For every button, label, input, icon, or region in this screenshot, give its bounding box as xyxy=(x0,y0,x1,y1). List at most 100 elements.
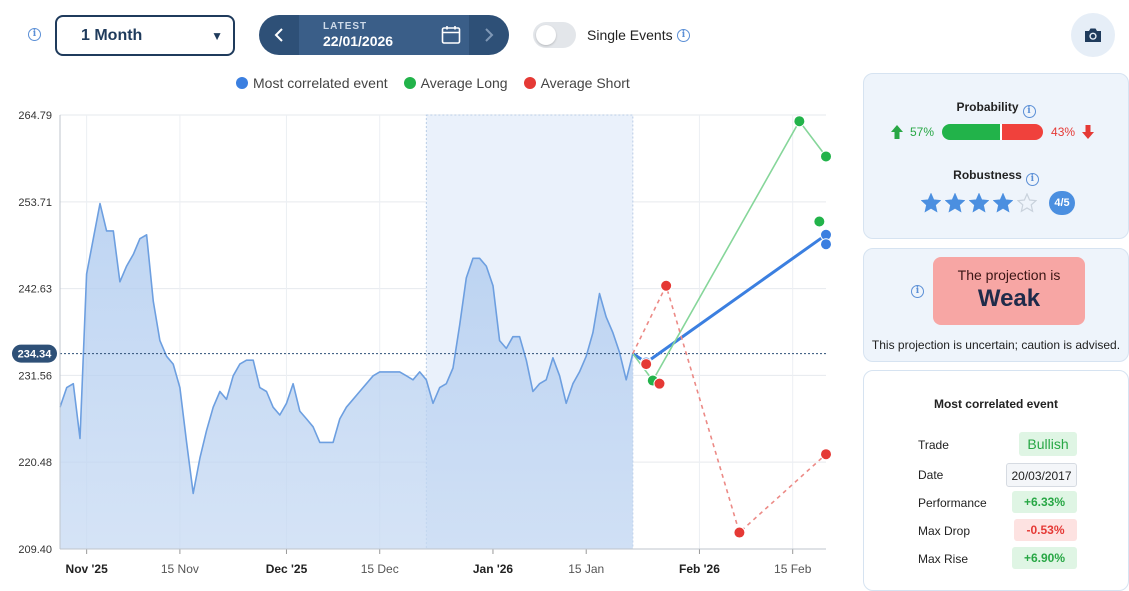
arrow-up-icon xyxy=(891,125,903,139)
legend-item-average-short[interactable]: Average Short xyxy=(523,75,630,91)
star-empty-icon xyxy=(1017,193,1037,213)
chevron-down-icon: ▼ xyxy=(211,28,223,43)
probability-row: 57% 43% xyxy=(890,124,1095,140)
single-events-info-icon[interactable]: i xyxy=(677,29,690,42)
probability-bar-long xyxy=(942,124,1000,140)
event-title: Most correlated event xyxy=(933,397,1059,411)
series-point xyxy=(733,526,746,539)
legend-item-average-long[interactable]: Average Long xyxy=(403,75,508,91)
series-point xyxy=(820,448,832,461)
series-point xyxy=(813,215,826,228)
legend-dot xyxy=(523,77,536,89)
period-select[interactable]: 1 Month ▼ xyxy=(55,15,235,56)
chevron-right-icon xyxy=(485,28,494,42)
y-tick-label: 220.48 xyxy=(18,457,52,469)
projection-note: This projection is uncertain; caution is… xyxy=(871,338,1121,352)
projection-info-icon[interactable]: i xyxy=(911,285,924,298)
x-tick-label: Jan '26 xyxy=(473,562,514,576)
x-tick-label: Dec '25 xyxy=(266,562,308,576)
current-value-line: 234.34 xyxy=(12,344,826,363)
y-tick-label: 231.56 xyxy=(18,370,52,382)
prev-date-button[interactable] xyxy=(259,15,299,55)
series-point xyxy=(820,150,832,163)
chevron-left-icon xyxy=(274,28,283,42)
robustness-score: 4/5 xyxy=(1049,191,1075,215)
star-filled-icon xyxy=(969,193,989,213)
calendar-icon xyxy=(441,26,461,44)
series-point xyxy=(793,115,806,128)
series-point xyxy=(820,238,832,251)
projection-strength: Weak xyxy=(977,285,1041,312)
series-line xyxy=(632,283,827,534)
price-area-fill xyxy=(60,203,633,549)
probability-info-icon[interactable]: i xyxy=(1022,105,1036,118)
single-events-label: Single Events xyxy=(587,27,673,43)
date-navigator: LATEST 22/01/2026 xyxy=(259,15,509,55)
x-tick-label: Feb '26 xyxy=(679,562,720,576)
probability-long-pct: 57% xyxy=(910,125,935,139)
probability-bar xyxy=(942,124,1044,140)
probability-bar-short xyxy=(999,124,1044,140)
next-date-button xyxy=(469,15,509,55)
chart-legend: Most correlated event Average Long Avera… xyxy=(236,75,630,91)
series-point xyxy=(660,279,673,292)
y-tick-label: 264.79 xyxy=(18,110,52,122)
probability-title-text: Probability xyxy=(956,100,1019,114)
x-tick-label: 15 Feb xyxy=(774,562,812,576)
latest-label: LATEST xyxy=(323,21,368,32)
camera-icon xyxy=(1085,28,1101,42)
price-chart[interactable]: 234.34 209.40 220.48 231.56 242.63 253.71 264… xyxy=(0,100,850,591)
projection-series xyxy=(631,115,832,539)
x-tick-label: Nov '25 xyxy=(66,562,109,576)
probability-short-pct: 43% xyxy=(1051,125,1076,139)
event-trade-value: Bullish xyxy=(1019,432,1077,456)
latest-date-display[interactable]: LATEST 22/01/2026 xyxy=(299,15,433,55)
robustness-title-text: Robustness xyxy=(953,168,1022,182)
event-panel: Most correlated event Trade Bullish Date… xyxy=(863,370,1129,591)
period-select-value: 1 Month xyxy=(81,26,143,44)
axes: 209.40 220.48 231.56 242.63 253.71 264.79 Nov … xyxy=(18,110,826,576)
current-value-badge xyxy=(12,344,57,363)
y-tick-label: 209.40 xyxy=(18,544,52,556)
event-max-drop-value: -0.53% xyxy=(1014,519,1077,541)
event-max-rise-value: +6.90% xyxy=(1012,547,1077,569)
robustness-stars: 4/5 xyxy=(921,191,1075,215)
series-line xyxy=(632,119,827,382)
latest-date: 22/01/2026 xyxy=(323,33,394,49)
star-filled-icon xyxy=(921,193,941,213)
toggle-knob xyxy=(536,25,556,45)
legend-label: Average Long xyxy=(420,75,508,91)
event-max-rise-label: Max Rise xyxy=(918,552,969,566)
y-tick-label: 253.71 xyxy=(18,197,52,209)
price-area xyxy=(59,202,634,549)
projection-strength-box: The projection is Weak xyxy=(933,257,1085,325)
current-value-label: 234.34 xyxy=(18,349,53,361)
legend-dot xyxy=(236,77,248,89)
period-info-icon[interactable]: i xyxy=(28,28,41,41)
arrow-down-icon xyxy=(1082,125,1095,139)
projection-panel: i The projection is Weak This projection… xyxy=(863,248,1129,362)
series-point xyxy=(640,358,653,371)
projection-line1: The projection is xyxy=(957,267,1061,283)
star-filled-icon xyxy=(993,193,1013,213)
event-date-value: 20/03/2017 xyxy=(1006,463,1077,487)
single-events-toggle[interactable] xyxy=(533,22,576,48)
x-tick-label: 15 Jan xyxy=(568,562,604,576)
legend-label: Most correlated event xyxy=(253,75,388,91)
probability-title: Probability i xyxy=(864,100,1128,118)
event-max-drop-label: Max Drop xyxy=(918,524,971,538)
robustness-info-icon[interactable]: i xyxy=(1025,173,1039,186)
x-tick-label: 15 Nov xyxy=(161,562,199,576)
star-filled-icon xyxy=(945,193,965,213)
series-line xyxy=(631,233,827,365)
y-tick-label: 242.63 xyxy=(18,284,52,296)
event-date-label: Date xyxy=(918,468,944,482)
event-performance-label: Performance xyxy=(918,496,987,510)
legend-item-most-correlated[interactable]: Most correlated event xyxy=(236,75,388,91)
series-point xyxy=(653,377,666,390)
screenshot-button[interactable] xyxy=(1071,13,1115,57)
robustness-title: Robustness i xyxy=(864,168,1128,186)
event-performance-value: +6.33% xyxy=(1012,491,1077,513)
probability-panel: Probability i 57% 43% Robustness i 4/5 xyxy=(863,73,1129,239)
calendar-button[interactable] xyxy=(433,15,469,55)
